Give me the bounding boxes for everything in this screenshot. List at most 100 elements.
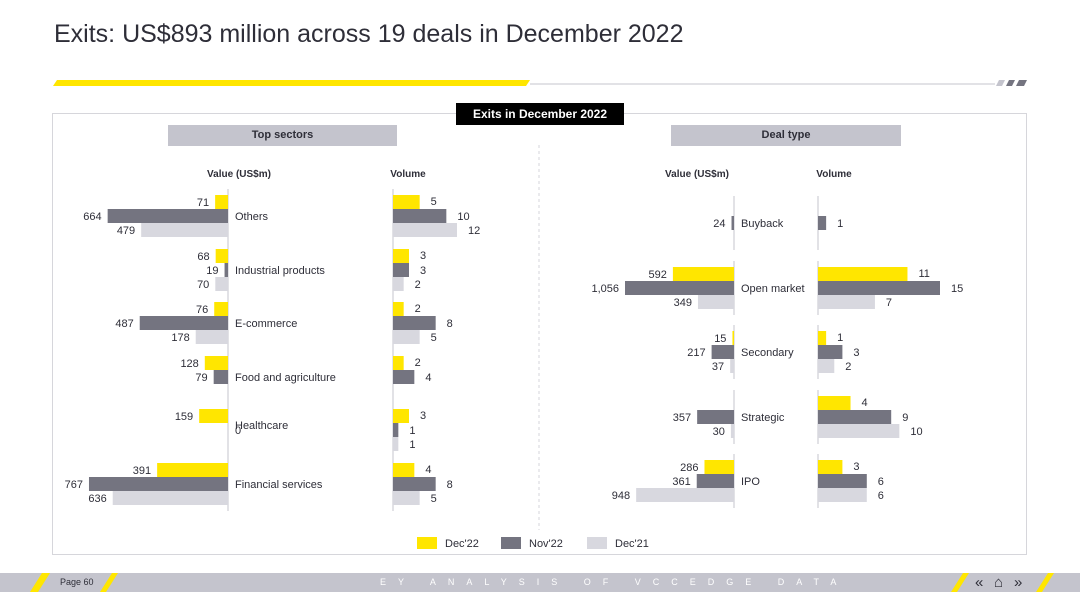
category-label: E-commerce (235, 318, 297, 330)
value-data-label: 19 (206, 265, 218, 277)
value-bar (732, 331, 734, 345)
category-label: Industrial products (235, 265, 325, 277)
volume-data-label: 7 (886, 297, 892, 309)
legend-swatch (417, 537, 437, 549)
value-bar (730, 359, 734, 373)
volume-bar (393, 249, 409, 263)
volume-bar (393, 223, 457, 237)
value-bar (157, 463, 228, 477)
volume-bar (818, 281, 940, 295)
volume-data-label: 15 (951, 283, 963, 295)
value-bar (204, 356, 228, 370)
category-label: Others (235, 211, 269, 223)
volume-data-label: 4 (862, 397, 868, 409)
volume-data-label: 4 (425, 464, 431, 476)
value-data-label: 68 (197, 251, 209, 263)
volume-bar (818, 460, 843, 474)
top-sectors-header: Top sectors (168, 125, 397, 146)
title-rule-dash (1016, 80, 1027, 86)
value-data-label: 948 (612, 490, 630, 502)
volume-data-label: 2 (415, 357, 421, 369)
value-bar (139, 316, 228, 330)
value-data-label: 0 (235, 425, 241, 437)
value-bar (625, 281, 734, 295)
value-data-label: 37 (712, 361, 724, 373)
volume-bar (393, 356, 404, 370)
value-bar (88, 477, 228, 491)
volume-data-label: 3 (420, 410, 426, 422)
volume-bar (818, 345, 843, 359)
value-bar (704, 460, 734, 474)
volume-data-label: 3 (420, 265, 426, 277)
volume-data-label: 8 (447, 479, 453, 491)
volume-data-label: 3 (853, 461, 859, 473)
value-data-label: 79 (195, 372, 207, 384)
footer-slash (30, 573, 50, 592)
value-data-label: 636 (88, 493, 106, 505)
footer-caption: EY ANALYSIS OF VCCEDGE DATA (380, 577, 849, 587)
volume-bar (393, 423, 399, 437)
volume-bar (393, 302, 404, 316)
title-rule-dash (1006, 80, 1015, 86)
volume-bar (393, 263, 409, 277)
value-bar (697, 295, 734, 309)
volume-bar (393, 209, 447, 223)
legend-swatch (501, 537, 521, 549)
category-label: Buyback (741, 218, 784, 230)
volume-data-label: 6 (878, 476, 884, 488)
value-bar (215, 277, 228, 291)
value-bar (697, 410, 734, 424)
value-data-label: 178 (171, 332, 189, 344)
title-rule (53, 80, 1027, 86)
legend-label: Dec'21 (615, 538, 649, 550)
value-data-label: 24 (713, 218, 725, 230)
category-label: Financial services (235, 479, 323, 491)
footer-page-number: Page 60 (60, 577, 94, 587)
value-bar (215, 249, 228, 263)
legend-label: Nov'22 (529, 538, 563, 550)
footer-slashes (30, 573, 1054, 592)
value-bar (112, 491, 228, 505)
value-data-label: 391 (133, 465, 151, 477)
footer-slash (951, 573, 969, 592)
prev-page-icon[interactable]: « (975, 574, 984, 591)
volume-bar (818, 410, 892, 424)
volume-bar (818, 396, 851, 410)
value-bar (636, 488, 734, 502)
volume-bar (393, 277, 404, 291)
value-bar (195, 330, 228, 344)
footer-slash (100, 573, 118, 592)
category-label: Food and agriculture (235, 372, 336, 384)
volume-data-label: 11 (918, 268, 929, 280)
page-title: Exits: US$893 million across 19 deals in… (54, 20, 684, 48)
legend-swatch (587, 537, 607, 549)
volume-data-label: 1 (409, 425, 415, 437)
value-data-label: 349 (674, 297, 692, 309)
legend-item-dec22: Dec'22 (417, 535, 479, 553)
footer-slash (1036, 573, 1054, 592)
volume-column-header: Volume (816, 169, 852, 180)
legend-item-dec21: Dec'21 (587, 535, 649, 553)
value-bar (696, 474, 734, 488)
volume-data-label: 5 (431, 332, 437, 344)
volume-data-label: 5 (431, 196, 437, 208)
value-data-label: 767 (65, 479, 83, 491)
value-data-label: 286 (680, 462, 698, 474)
volume-data-label: 6 (878, 490, 884, 502)
volume-bar (393, 409, 409, 423)
value-data-label: 361 (672, 476, 690, 488)
value-bar (214, 302, 228, 316)
home-icon[interactable]: ⌂ (994, 574, 1004, 591)
value-data-label: 479 (117, 225, 135, 237)
deal-type-header: Deal type (671, 125, 901, 146)
volume-bar (818, 474, 867, 488)
volume-bar (818, 216, 827, 230)
value-data-label: 30 (713, 426, 725, 438)
volume-data-label: 10 (910, 426, 922, 438)
volume-data-label: 1 (837, 218, 843, 230)
value-bar (107, 209, 228, 223)
value-bar (731, 216, 734, 230)
value-data-label: 1,056 (591, 283, 619, 295)
next-page-icon[interactable]: » (1014, 574, 1023, 591)
value-data-label: 76 (196, 304, 208, 316)
